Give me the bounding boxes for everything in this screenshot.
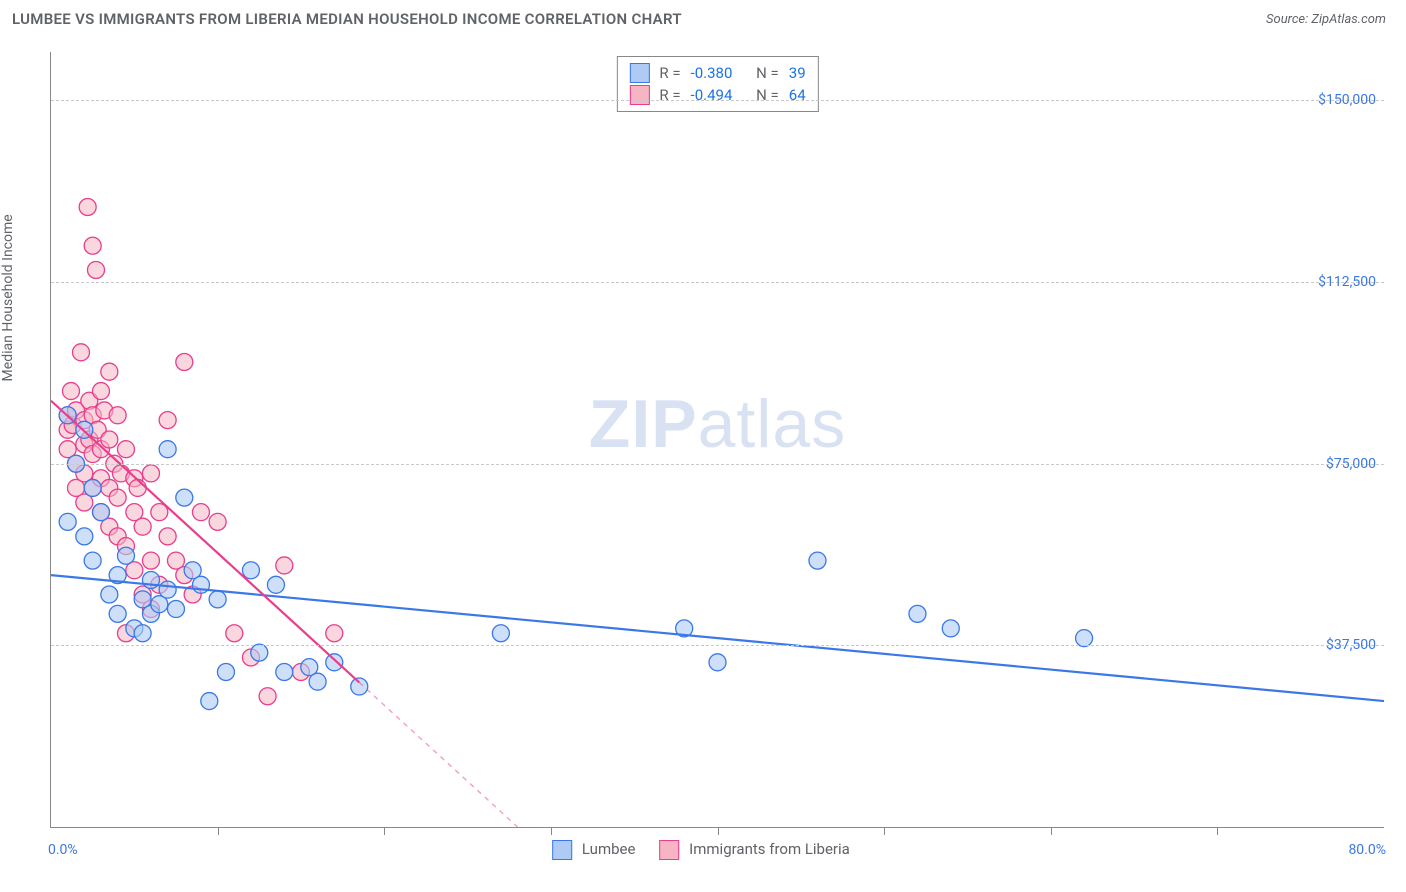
legend-item-liberia: Immigrants from Liberia [659,840,849,860]
chart-header: LUMBEE VS IMMIGRANTS FROM LIBERIA MEDIAN… [0,0,1406,34]
scatter-point-liberia [109,407,126,424]
scatter-point-liberia [134,518,151,535]
x-tick [1051,827,1052,835]
scatter-point-liberia [62,383,79,400]
scatter-point-lumbee [209,591,226,608]
legend-N-label: N = [756,64,779,82]
scatter-point-liberia [117,441,134,458]
scatter-point-liberia [72,344,89,361]
y-axis-label: Median Household Income [0,214,16,381]
trendline-liberia [51,401,359,683]
scatter-point-lumbee [942,620,959,637]
legend-swatch-lumbee-2 [552,840,572,860]
gridline [51,645,1384,646]
x-tick [884,827,885,835]
scatter-point-lumbee [217,664,234,681]
legend-label-lumbee: Lumbee [582,840,636,858]
scatter-point-liberia [142,465,159,482]
scatter-point-liberia [87,261,104,278]
legend-item-lumbee: Lumbee [552,840,635,860]
scatter-point-liberia [142,552,159,569]
scatter-point-lumbee [167,601,184,618]
legend-swatch-lumbee [629,63,649,83]
legend-R-lumbee: -0.380 [691,64,733,82]
scatter-point-liberia [109,489,126,506]
trendline-ext-liberia [359,682,517,827]
scatter-point-lumbee [276,664,293,681]
legend-swatch-liberia-2 [659,840,679,860]
scatter-point-lumbee [92,504,109,521]
scatter-point-lumbee [251,644,268,661]
scatter-point-liberia [159,412,176,429]
legend-row-2: R = -0.494 N = 64 [629,85,805,105]
scatter-point-lumbee [76,528,93,545]
gridline [51,282,1384,283]
scatter-point-lumbee [1076,630,1093,647]
legend-N-lumbee: 39 [789,64,806,82]
scatter-point-lumbee [84,479,101,496]
scatter-point-liberia [92,383,109,400]
legend-label-liberia: Immigrants from Liberia [689,840,850,858]
legend-swatch-liberia [629,85,649,105]
chart-source: Source: ZipAtlas.com [1266,12,1386,27]
x-tick [718,827,719,835]
scatter-point-lumbee [176,489,193,506]
scatter-point-liberia [79,199,96,216]
x-tick [218,827,219,835]
scatter-point-liberia [259,688,276,705]
trendline-lumbee [51,575,1384,701]
x-axis-min: 0.0% [48,842,78,858]
gridline [51,100,1384,101]
plot-svg [51,52,1384,827]
y-tick-label: $75,000 [1326,456,1376,472]
scatter-point-lumbee [159,441,176,458]
chart-area: Median Household Income ZIPatlas R = -0.… [12,46,1390,868]
legend-R-label: R = [659,64,680,82]
scatter-point-lumbee [492,625,509,642]
x-tick [1217,827,1218,835]
scatter-point-lumbee [267,576,284,593]
scatter-point-lumbee [909,605,926,622]
scatter-point-liberia [326,625,343,642]
y-tick-label: $37,500 [1326,637,1376,653]
scatter-point-liberia [101,431,118,448]
scatter-point-liberia [129,479,146,496]
chart-title: LUMBEE VS IMMIGRANTS FROM LIBERIA MEDIAN… [12,10,682,28]
scatter-point-lumbee [159,581,176,598]
scatter-point-liberia [192,504,209,521]
scatter-point-lumbee [709,654,726,671]
scatter-point-lumbee [134,625,151,642]
scatter-point-lumbee [242,562,259,579]
gridline [51,464,1384,465]
scatter-point-lumbee [84,552,101,569]
scatter-point-liberia [176,354,193,371]
scatter-point-lumbee [201,693,218,710]
scatter-point-lumbee [809,552,826,569]
y-tick-label: $150,000 [1318,92,1376,108]
scatter-point-lumbee [309,673,326,690]
plot-region: ZIPatlas R = -0.380 N = 39 R = -0.494 N … [50,52,1384,828]
y-tick-label: $112,500 [1318,274,1376,290]
scatter-point-liberia [101,363,118,380]
scatter-point-lumbee [117,547,134,564]
x-tick [384,827,385,835]
legend-series: Lumbee Immigrants from Liberia [552,840,850,860]
x-axis-max: 80.0% [1348,842,1386,858]
scatter-point-liberia [84,237,101,254]
scatter-point-liberia [209,513,226,530]
scatter-point-lumbee [109,605,126,622]
scatter-point-liberia [276,557,293,574]
scatter-point-liberia [226,625,243,642]
legend-stats: R = -0.380 N = 39 R = -0.494 N = 64 [616,56,818,112]
scatter-point-lumbee [351,678,368,695]
scatter-point-lumbee [326,654,343,671]
x-tick [551,827,552,835]
legend-row-1: R = -0.380 N = 39 [629,63,805,83]
scatter-point-liberia [159,528,176,545]
scatter-point-lumbee [101,586,118,603]
scatter-point-lumbee [59,513,76,530]
